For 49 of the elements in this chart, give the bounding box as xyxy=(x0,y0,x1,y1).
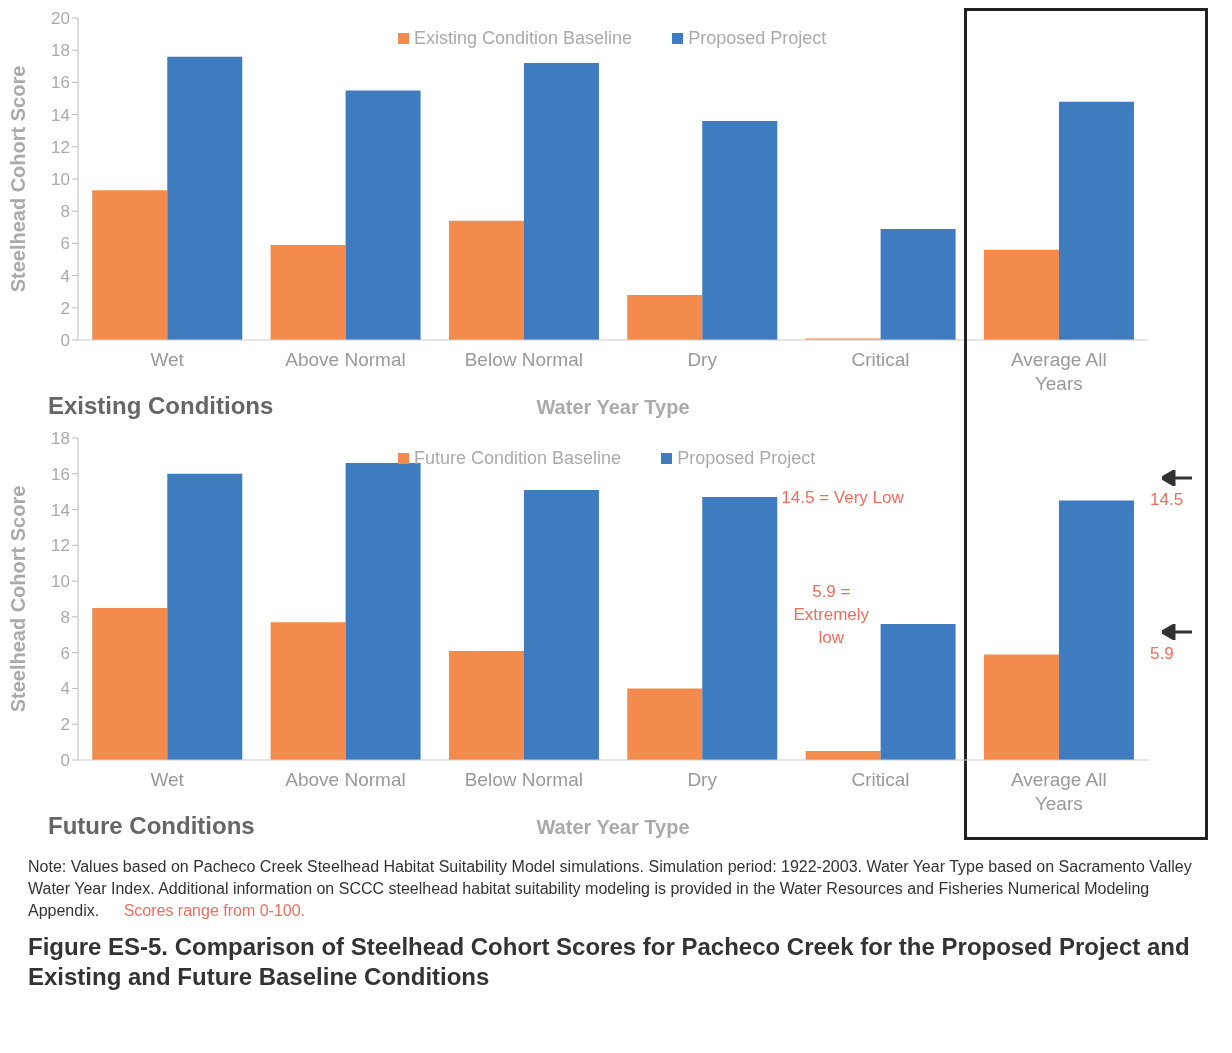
y-tick-label: 2 xyxy=(60,298,70,318)
x-tick-label: Above Normal xyxy=(285,349,406,370)
y-tick-label: 2 xyxy=(60,715,70,735)
y-tick-label: 12 xyxy=(51,137,70,157)
y-tick-label: 14 xyxy=(51,105,70,125)
y-axis-title: Steelhead Cohort Score xyxy=(7,485,30,713)
y-axis-title: Steelhead Cohort Score xyxy=(7,65,30,293)
x-tick-label: Critical xyxy=(851,349,910,370)
x-tick-label: Below Normal xyxy=(464,769,583,790)
legend-label: Existing Condition Baseline xyxy=(414,28,633,49)
x-tick-label: Wet xyxy=(150,769,185,790)
x-tick-label: Dry xyxy=(687,349,718,370)
x-tick-label: Average All Years xyxy=(1010,349,1107,394)
legend-label: Proposed Project xyxy=(688,28,827,49)
y-tick-label: 6 xyxy=(60,643,70,663)
x-tick-label: Average All Years xyxy=(1010,769,1107,814)
legend-label: Proposed Project xyxy=(677,448,816,469)
text: Existing Conditions xyxy=(48,392,274,420)
x-tick-label: Critical xyxy=(851,769,910,790)
x-tick-label: Dry xyxy=(687,769,718,790)
x-axis-title: Water Year Type xyxy=(536,816,690,838)
y-tick-label: 10 xyxy=(51,170,70,190)
y-tick-label: 8 xyxy=(60,607,70,627)
y-tick-label: 6 xyxy=(60,234,70,254)
y-tick-label: 18 xyxy=(51,429,70,449)
text: Future Conditions xyxy=(48,812,255,840)
x-tick-label: Wet xyxy=(150,349,185,370)
text: Figure ES-5. Comparison of Steelhead Cohort Scores for Pacheco Creek for the Proposed Project and Existing and Future Baseline Conditions xyxy=(27,932,1191,992)
y-tick-label: 8 xyxy=(60,202,70,222)
y-tick-label: 0 xyxy=(60,331,70,351)
annotation: 14.5 = Very Low xyxy=(781,488,905,508)
x-axis-title: Water Year Type xyxy=(536,396,690,418)
y-tick-label: 12 xyxy=(51,536,70,556)
x-tick-label: Below Normal xyxy=(464,349,583,370)
y-tick-label: 18 xyxy=(51,41,70,61)
y-tick-label: 10 xyxy=(51,572,70,592)
x-tick-label: Above Normal xyxy=(285,769,406,790)
y-tick-label: 4 xyxy=(60,266,70,286)
y-tick-label: 16 xyxy=(51,464,70,484)
text: Scores range from 0-100. xyxy=(123,902,306,919)
y-tick-label: 16 xyxy=(51,73,70,93)
y-tick-label: 0 xyxy=(60,751,70,771)
text: 14.5 xyxy=(1150,490,1184,510)
text: 5.9 xyxy=(1150,644,1174,664)
y-tick-label: 20 xyxy=(51,9,70,29)
legend-label: Future Condition Baseline xyxy=(414,448,622,469)
y-tick-label: 4 xyxy=(60,679,70,699)
annotation: 5.9 = Extremely low xyxy=(789,580,874,649)
y-tick-label: 14 xyxy=(51,500,70,520)
